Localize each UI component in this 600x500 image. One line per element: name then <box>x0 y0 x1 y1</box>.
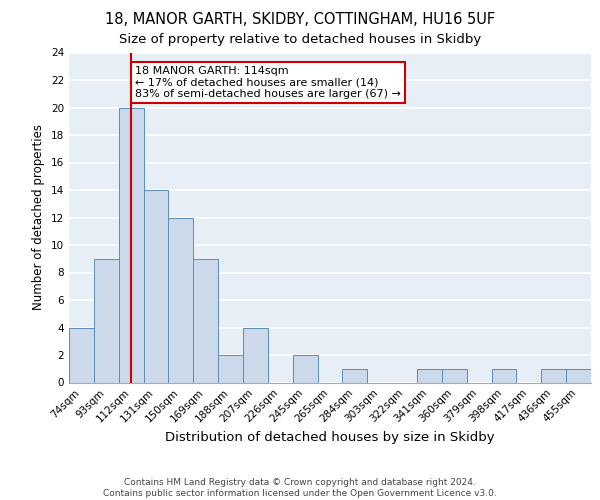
Bar <box>218 355 243 382</box>
Text: Size of property relative to detached houses in Skidby: Size of property relative to detached ho… <box>119 32 481 46</box>
Bar <box>293 355 317 382</box>
Bar <box>169 218 193 382</box>
Bar <box>566 369 591 382</box>
Bar <box>442 369 467 382</box>
Text: 18 MANOR GARTH: 114sqm
← 17% of detached houses are smaller (14)
83% of semi-det: 18 MANOR GARTH: 114sqm ← 17% of detached… <box>135 66 401 100</box>
Text: Contains HM Land Registry data © Crown copyright and database right 2024.
Contai: Contains HM Land Registry data © Crown c… <box>103 478 497 498</box>
Bar <box>193 259 218 382</box>
Bar <box>143 190 169 382</box>
Bar <box>343 369 367 382</box>
Bar <box>69 328 94 382</box>
Bar <box>417 369 442 382</box>
Text: 18, MANOR GARTH, SKIDBY, COTTINGHAM, HU16 5UF: 18, MANOR GARTH, SKIDBY, COTTINGHAM, HU1… <box>105 12 495 28</box>
X-axis label: Distribution of detached houses by size in Skidby: Distribution of detached houses by size … <box>165 431 495 444</box>
Bar <box>119 108 143 382</box>
Bar <box>541 369 566 382</box>
Bar <box>94 259 119 382</box>
Y-axis label: Number of detached properties: Number of detached properties <box>32 124 46 310</box>
Bar <box>243 328 268 382</box>
Bar <box>491 369 517 382</box>
